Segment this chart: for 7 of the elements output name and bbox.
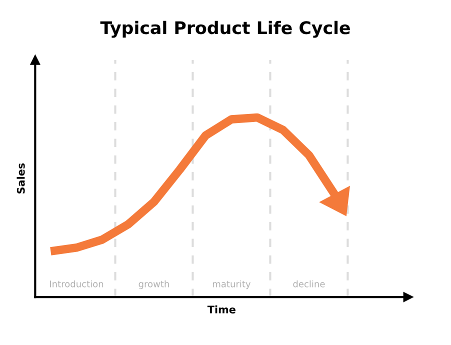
- x-axis-title: Time: [207, 305, 236, 314]
- x-tick-label: Introduction: [50, 280, 104, 288]
- x-tick-label: growth: [138, 280, 169, 290]
- x-tick-label: decline: [293, 280, 325, 288]
- x-tick-label: maturity: [212, 280, 251, 290]
- chart-title: Typical Product Life Cycle: [100, 20, 350, 38]
- y-axis-title: Sales: [16, 163, 25, 194]
